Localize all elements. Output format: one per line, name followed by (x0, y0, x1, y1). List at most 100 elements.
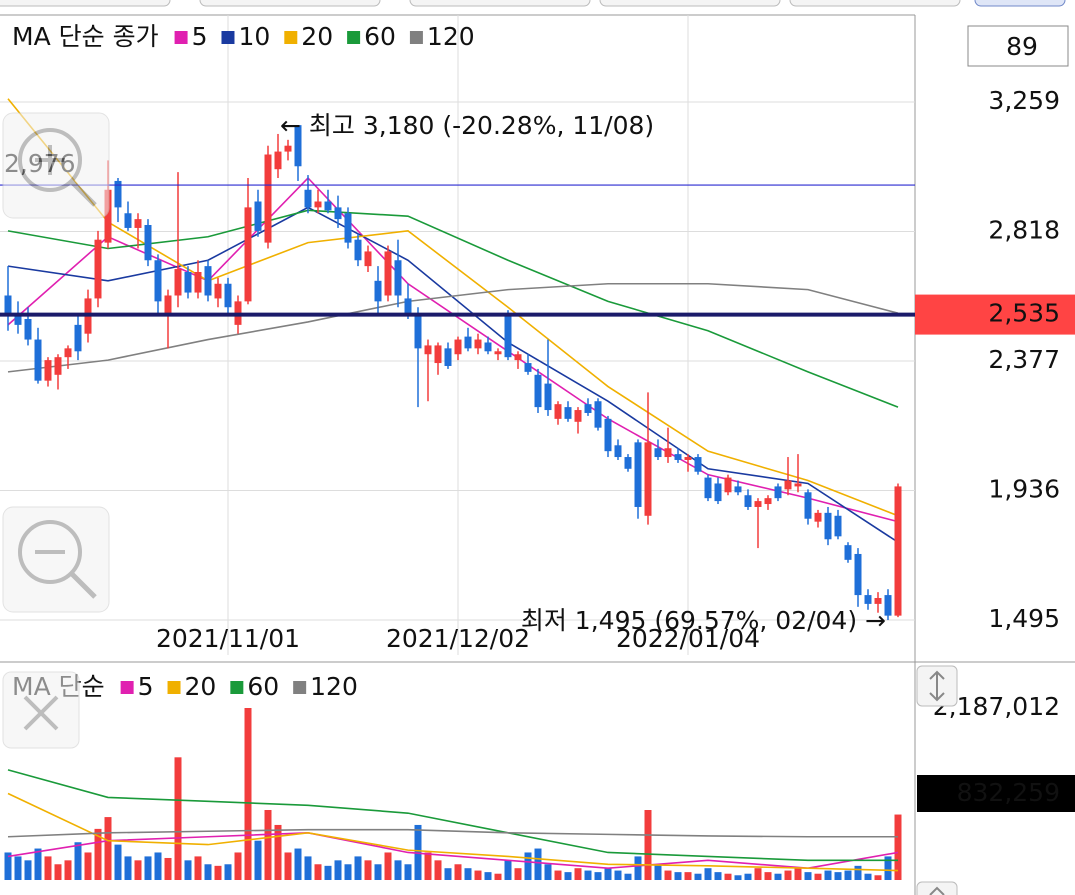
candle-body (134, 219, 142, 228)
legend-label: 10 (238, 22, 270, 51)
count-box[interactable] (967, 25, 1069, 67)
ma-line (7, 792, 899, 872)
top-tabs (0, 0, 1066, 7)
volume-bar (644, 810, 652, 880)
volume-bar (834, 872, 842, 880)
candle-body (64, 348, 72, 358)
tab[interactable] (789, 0, 961, 7)
volume-bar (214, 865, 222, 880)
close-button[interactable] (2, 671, 80, 749)
volume-bar (304, 856, 312, 880)
volume-bar (634, 856, 642, 880)
candle-body (414, 316, 422, 349)
resize-button[interactable] (916, 665, 958, 707)
candle-body (174, 269, 182, 296)
candle-body (304, 189, 312, 208)
volume-bar (174, 757, 182, 880)
legend-swatch (174, 31, 188, 44)
volume-bar (184, 860, 192, 880)
candle-body (544, 383, 552, 411)
high-annotation: ← 최고 3,180 (-20.28%, 11/08) (280, 111, 654, 140)
candle-body (754, 501, 762, 507)
volume-bar (354, 856, 362, 880)
x-tick-label: 2021/11/01 (156, 624, 300, 653)
candle-body (344, 213, 352, 243)
legend-swatch (347, 31, 361, 44)
y-tick-label: 1,495 (988, 604, 1060, 633)
volume-bar (524, 852, 532, 880)
tab[interactable] (599, 0, 781, 7)
volume-bar (54, 864, 62, 880)
legend-swatch (221, 31, 235, 44)
ma-line (7, 832, 899, 870)
candle-body (44, 360, 52, 381)
candle-body (444, 348, 452, 366)
volume-bar (94, 828, 102, 880)
volume-bar (804, 872, 812, 880)
candle-body (734, 486, 742, 493)
volume-bar (264, 810, 272, 880)
volume-bar (584, 870, 592, 880)
candle-body (594, 401, 602, 428)
candle-body (284, 145, 292, 152)
candle-body (124, 213, 132, 228)
volume-bar (134, 860, 142, 880)
volume-bar (714, 872, 722, 880)
volume-bar (344, 864, 352, 880)
candle-body (644, 442, 652, 516)
resize-button[interactable] (916, 881, 958, 895)
volume-bar (114, 844, 122, 880)
zoom-in-button[interactable] (2, 112, 110, 219)
legend-label: 120 (427, 22, 475, 51)
legend-swatch (167, 681, 181, 694)
zoom-out-button[interactable] (2, 506, 110, 613)
candle-body (684, 457, 692, 460)
candle-body (294, 125, 302, 167)
volume-bar (794, 868, 802, 880)
candle-body (94, 239, 102, 299)
volume-bar (894, 814, 902, 880)
tab[interactable] (974, 0, 1066, 7)
candle-body (724, 477, 732, 493)
tab[interactable] (409, 0, 591, 7)
candle-body (554, 404, 562, 419)
candle-body (384, 251, 392, 296)
volume-bar (864, 873, 872, 880)
volume-bar (334, 860, 342, 880)
volume-bar (544, 864, 552, 880)
ma-line (7, 282, 899, 373)
candle-body (114, 180, 122, 208)
tab[interactable] (199, 0, 381, 7)
volume-bar (664, 870, 672, 880)
volume-bar (364, 860, 372, 880)
legend-label: 5 (192, 22, 208, 51)
candle-body (834, 515, 842, 537)
legend-swatch (293, 681, 307, 694)
volume-bar (204, 864, 212, 880)
candle-body (4, 295, 12, 314)
volume-bar (614, 870, 622, 880)
volume-bar (244, 708, 252, 880)
volume-bar (604, 868, 612, 880)
volume-bar (624, 873, 632, 880)
low-annotation: 최저 1,495 (69.57%, 02/04) → (521, 606, 886, 635)
volume-bar (734, 875, 742, 880)
volume-bar (754, 868, 762, 880)
candle-body (744, 495, 752, 507)
tab[interactable] (0, 0, 171, 7)
volume-bar (814, 873, 822, 880)
volume-bar (424, 852, 432, 880)
current-volume-label: 832,259 (957, 778, 1060, 807)
candle-body (624, 457, 632, 469)
volume-bar (654, 864, 662, 880)
ma-line (7, 98, 899, 517)
volume-bar (124, 856, 132, 880)
volume-bar (384, 852, 392, 880)
legend-swatch (120, 681, 134, 694)
candle-body (714, 483, 722, 502)
candle-body (854, 553, 862, 596)
candle-body (804, 492, 812, 519)
volume-bar (324, 865, 332, 880)
